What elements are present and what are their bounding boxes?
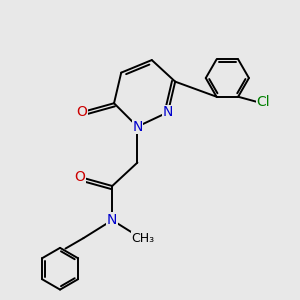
Text: CH₃: CH₃ — [131, 232, 154, 244]
Text: Cl: Cl — [256, 95, 270, 109]
Text: N: N — [107, 213, 117, 227]
Text: O: O — [74, 170, 85, 184]
Text: N: N — [163, 105, 173, 119]
Text: N: N — [132, 120, 142, 134]
Text: O: O — [76, 105, 87, 119]
